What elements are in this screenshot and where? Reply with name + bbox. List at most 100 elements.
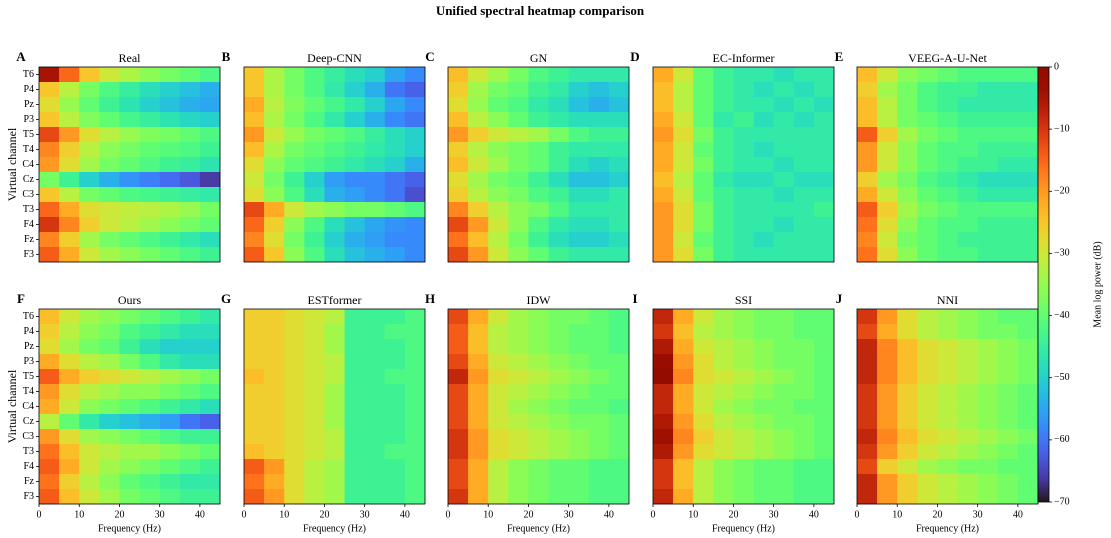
heat-cell	[304, 202, 325, 218]
heat-cell	[59, 369, 80, 385]
heat-cell	[897, 414, 918, 430]
heat-cell	[284, 414, 305, 430]
heat-cell	[733, 324, 754, 340]
heat-cell	[488, 97, 509, 113]
heat-cell	[284, 309, 305, 325]
heat-cell	[384, 82, 406, 98]
heat-cell	[673, 127, 694, 143]
heat-cell	[448, 82, 469, 98]
heat-cell	[404, 82, 426, 98]
heat-cell	[59, 414, 80, 430]
heat-cell	[284, 67, 305, 83]
x-tick-label: 10	[483, 509, 493, 520]
heat-cell	[528, 232, 549, 248]
heat-cell	[813, 172, 835, 188]
heat-cell	[59, 459, 80, 475]
heat-cell	[733, 474, 754, 490]
heat-cell	[344, 354, 365, 370]
y-axis-label: Virtual channel	[5, 369, 19, 443]
heat-cell	[264, 384, 285, 400]
heat-cell	[673, 217, 694, 233]
heat-cell	[568, 157, 590, 173]
panel-label: D	[630, 49, 639, 64]
heat-cell	[199, 247, 221, 263]
heat-cell	[917, 444, 938, 460]
heat-cell	[653, 399, 674, 415]
x-tick-label: 0	[242, 509, 247, 520]
heat-cell	[977, 202, 999, 218]
heat-cell	[977, 67, 999, 83]
heat-cell	[244, 157, 265, 173]
heat-cell	[528, 157, 549, 173]
heat-cell	[653, 172, 674, 188]
heat-cell	[179, 97, 201, 113]
heat-cell	[264, 369, 285, 385]
heat-cell	[548, 354, 569, 370]
heat-cell	[468, 142, 489, 158]
heat-cell	[448, 474, 469, 490]
heat-cell	[324, 309, 345, 325]
heat-cell	[79, 82, 100, 98]
heat-cell	[448, 127, 469, 143]
heat-cell	[1017, 142, 1039, 158]
heat-cell	[99, 127, 120, 143]
heat-cell	[877, 444, 898, 460]
heat-cell	[897, 459, 918, 475]
panel-title: Ours	[118, 293, 142, 307]
heat-cell	[344, 112, 365, 128]
heat-cell	[508, 324, 529, 340]
heat-cell	[468, 474, 489, 490]
heat-cell	[548, 369, 569, 385]
heat-cell	[957, 429, 978, 445]
heat-cell	[693, 324, 714, 340]
heat-cell	[673, 187, 694, 203]
heat-cell	[588, 309, 610, 325]
heat-cell	[264, 354, 285, 370]
heat-cell	[588, 474, 610, 490]
heat-cell	[488, 429, 509, 445]
heat-cell	[1017, 157, 1039, 173]
heat-cell	[304, 444, 325, 460]
y-tick-label: P4	[23, 84, 34, 95]
heat-cell	[384, 444, 406, 460]
heat-cell	[99, 142, 120, 158]
heat-cell	[404, 459, 426, 475]
heat-cell	[264, 324, 285, 340]
heat-cell	[997, 354, 1019, 370]
heat-cell	[448, 414, 469, 430]
heat-cell	[264, 247, 285, 263]
heat-cell	[713, 202, 734, 218]
heat-cell	[139, 232, 160, 248]
heat-cell	[324, 339, 345, 355]
heat-cell	[528, 309, 549, 325]
heat-cell	[917, 474, 938, 490]
heat-cell	[448, 369, 469, 385]
heat-cell	[244, 112, 265, 128]
heat-cell	[139, 67, 160, 83]
heat-cell	[548, 459, 569, 475]
heat-cell	[588, 202, 610, 218]
y-tick-label: C3	[22, 431, 34, 442]
heat-cell	[713, 339, 734, 355]
heat-cell	[588, 232, 610, 248]
heat-cell	[199, 142, 221, 158]
y-tick-label: Cz	[23, 416, 35, 427]
heat-cell	[199, 232, 221, 248]
heat-cell	[857, 127, 878, 143]
heat-cell	[1017, 339, 1039, 355]
heat-cell	[693, 112, 714, 128]
heat-cell	[813, 97, 835, 113]
panel-title: Real	[119, 51, 142, 65]
heat-cell	[304, 232, 325, 248]
heat-cell	[977, 82, 999, 98]
heat-cell	[404, 309, 426, 325]
heat-cell	[179, 444, 201, 460]
heat-cell	[673, 82, 694, 98]
heat-cell	[588, 369, 610, 385]
panel-title: Deep-CNN	[307, 51, 362, 65]
heat-cell	[264, 339, 285, 355]
heat-cell	[713, 67, 734, 83]
heat-cell	[997, 172, 1019, 188]
heat-cell	[917, 157, 938, 173]
